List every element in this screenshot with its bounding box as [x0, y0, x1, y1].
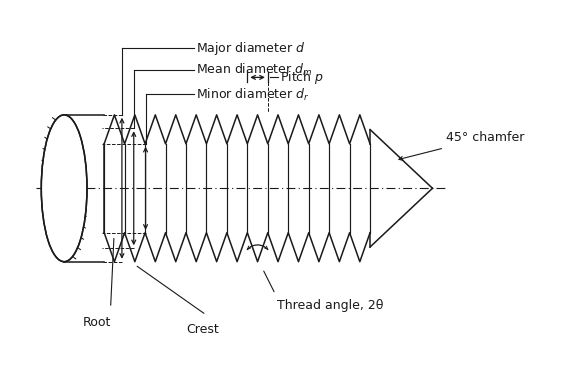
Text: 45° chamfer: 45° chamfer	[446, 131, 525, 144]
Ellipse shape	[41, 115, 87, 262]
Text: Root: Root	[83, 316, 111, 329]
Text: Pitch $p$: Pitch $p$	[280, 69, 324, 86]
Text: Mean diameter $d_m$: Mean diameter $d_m$	[197, 62, 313, 78]
Text: Thread angle, 2θ: Thread angle, 2θ	[277, 299, 383, 312]
Text: Crest: Crest	[187, 323, 219, 336]
Text: Major diameter $d$: Major diameter $d$	[197, 40, 306, 57]
Text: Minor diameter $d_r$: Minor diameter $d_r$	[197, 87, 310, 103]
